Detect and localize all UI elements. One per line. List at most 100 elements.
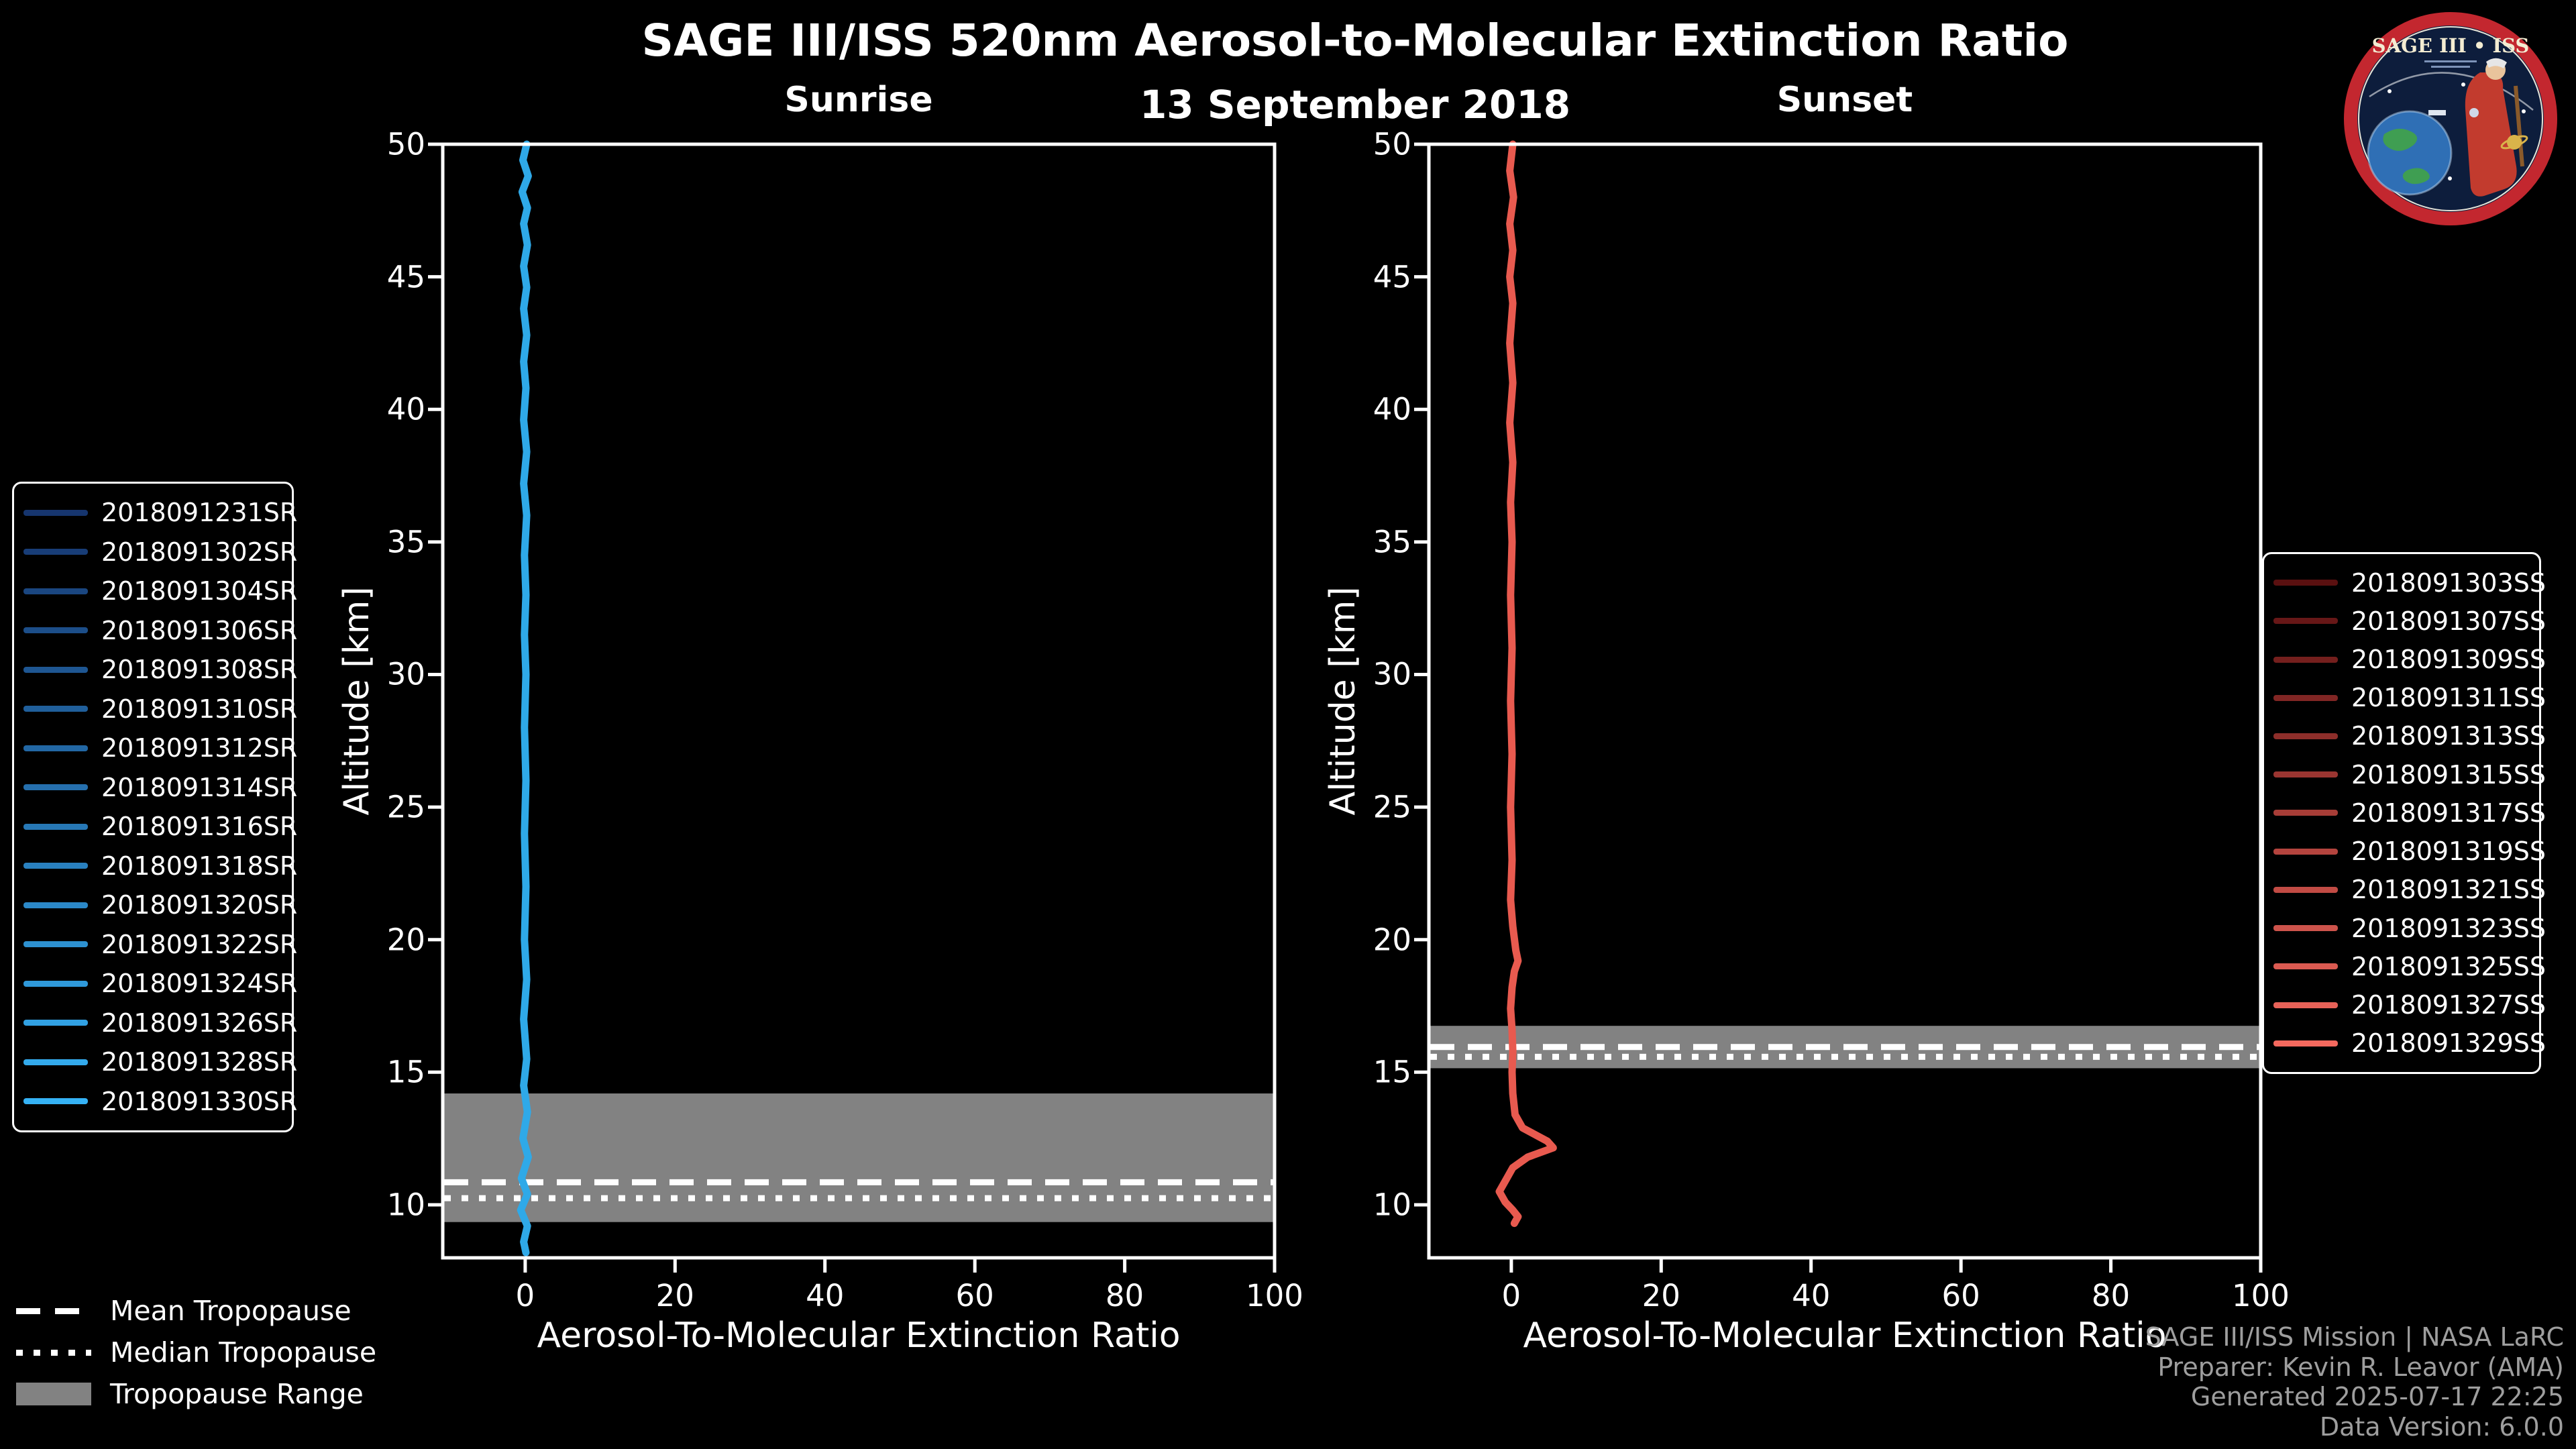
legend-event-label: 2018091310SR	[101, 694, 298, 724]
legend-event-label: 2018091321SS	[2351, 875, 2546, 905]
logo-staff	[2514, 85, 2524, 167]
sunrise-event-legend: 2018091231SR 2018091302SR 2018091304SR 2018…	[12, 482, 298, 1132]
sage-iss-logo: SAGE III • ISS	[2343, 11, 2559, 227]
legend-line-swatch	[2273, 810, 2338, 816]
figure-date: 13 September 2018	[1139, 82, 1571, 127]
sage-iss-logo-art: SAGE III • ISS	[2344, 12, 2557, 225]
y-tick-label: 20	[1373, 922, 1411, 958]
sunset-plot-svg	[1414, 140, 2263, 1273]
panel-title-sunrise: Sunrise	[784, 80, 933, 120]
legend-line-swatch	[23, 980, 88, 987]
legend-line-swatch	[2273, 1002, 2338, 1008]
logo-star	[2448, 176, 2452, 180]
legend-line-swatch	[23, 1059, 88, 1065]
logo-title: SAGE III • ISS	[2372, 34, 2530, 57]
logo-sage-figure	[2465, 72, 2517, 197]
y-tick-label: 30	[1373, 656, 1411, 692]
legend-item: 2018091326SR	[23, 1008, 297, 1038]
legend-item: 2018091330SR	[23, 1087, 297, 1116]
tropopause-dashed-sample	[16, 1307, 91, 1314]
logo-earth-continent	[2402, 168, 2430, 184]
legend-line-swatch	[23, 745, 88, 751]
x-tick-label: 0	[515, 1278, 535, 1313]
logo-subtext-line	[2431, 66, 2470, 68]
legend-line-swatch	[2273, 848, 2338, 855]
legend-line-swatch	[2273, 618, 2338, 625]
tropopause-legend-item: Mean Tropopause	[16, 1295, 376, 1327]
legend-item: 2018091325SS	[2273, 952, 2546, 981]
y-axis-label: Altitude [km]	[1323, 586, 1363, 816]
tropopause-band-sample	[16, 1383, 91, 1405]
legend-line-swatch	[23, 941, 88, 948]
extinction-profile-line	[1495, 140, 1557, 1228]
legend-line-swatch	[2273, 925, 2338, 932]
logo-star	[2387, 89, 2392, 93]
legend-line-swatch	[2273, 733, 2338, 739]
legend-event-label: 2018091315SS	[2351, 759, 2546, 790]
legend-event-label: 2018091328SR	[101, 1047, 298, 1077]
legend-line-swatch	[2273, 580, 2338, 586]
logo-orbit-line	[2369, 72, 2534, 111]
logo-star	[2522, 109, 2526, 113]
sunrise-plot-svg	[428, 140, 1277, 1273]
legend-item: 2018091313SS	[2273, 721, 2546, 751]
legend-item: 2018091319SS	[2273, 837, 2546, 866]
logo-figure-hair	[2486, 58, 2507, 68]
tropopause-legend-label: Median Tropopause	[110, 1336, 377, 1368]
legend-event-label: 2018091326SR	[101, 1008, 298, 1038]
plot-area-sunset: Sunset Altitude [km] Aerosol-To-Molecula…	[1323, 80, 2290, 1356]
legend-event-label: 2018091231SR	[101, 498, 298, 528]
logo-earth-atmosphere	[2367, 110, 2453, 196]
legend-item: 2018091321SS	[2273, 875, 2546, 904]
logo-star	[2461, 83, 2465, 87]
legend-event-label: 2018091329SS	[2351, 1028, 2546, 1059]
legend-event-label: 2018091320SR	[101, 890, 298, 920]
legend-event-label: 2018091302SR	[101, 537, 298, 567]
legend-item: 2018091314SR	[23, 773, 297, 802]
legend-item: 2018091311SS	[2273, 683, 2546, 712]
legend-event-label: 2018091311SS	[2351, 683, 2546, 713]
plot-frame	[441, 142, 1277, 1260]
tropopause-legend: Mean Tropopause Median Tropopause Tropopau…	[16, 1295, 376, 1410]
y-tick-label: 35	[1373, 524, 1411, 560]
legend-item: 2018091324SR	[23, 969, 297, 998]
legend-item: 2018091309SS	[2273, 645, 2546, 674]
legend-item: 2018091315SS	[2273, 760, 2546, 790]
tropopause-range-band	[443, 1093, 1274, 1222]
credit-line: SAGE III/ISS Mission | NASA LaRC	[2145, 1322, 2564, 1352]
x-axis-label: Aerosol-To-Molecular Extinction Ratio	[1523, 1316, 2167, 1356]
y-tick-label: 40	[1373, 391, 1411, 427]
y-tick-label: 25	[1373, 789, 1411, 825]
legend-line-swatch	[23, 706, 88, 712]
legend-line-swatch	[23, 902, 88, 908]
x-tick-label: 0	[1501, 1278, 1521, 1313]
logo-inner-ring	[2358, 26, 2543, 211]
legend-item: 2018091306SR	[23, 616, 297, 645]
logo-iss	[2428, 110, 2446, 115]
legend-item: 2018091328SR	[23, 1047, 297, 1077]
y-tick-label: 45	[386, 259, 425, 295]
legend-item: 2018091303SS	[2273, 568, 2546, 598]
legend-item: 2018091323SS	[2273, 914, 2546, 943]
x-tick-label: 80	[2091, 1278, 2131, 1313]
credit-line: Preparer: Kevin R. Leavor (AMA)	[2157, 1352, 2564, 1382]
y-tick-label: 45	[1373, 259, 1411, 295]
legend-event-label: 2018091306SR	[101, 615, 298, 645]
legend-event-label: 2018091317SS	[2351, 798, 2546, 828]
x-tick-label: 20	[1642, 1278, 1680, 1313]
legend-event-label: 2018091308SR	[101, 655, 298, 685]
x-tick-label: 20	[655, 1278, 694, 1313]
legend-line-swatch	[2273, 963, 2338, 970]
legend-event-label: 2018091325SS	[2351, 951, 2546, 981]
y-tick-label: 30	[386, 656, 425, 692]
legend-line-swatch	[23, 627, 88, 634]
sunset-event-legend: 2018091303SS 2018091307SS 2018091309SS 2018…	[2262, 552, 2546, 1074]
legend-item: 2018091327SS	[2273, 990, 2546, 1020]
legend-line-swatch	[23, 666, 88, 673]
legend-line-swatch	[2273, 886, 2338, 893]
extinction-profile-line	[517, 140, 532, 1256]
logo-subtext-line	[2424, 60, 2477, 62]
tropopause-dotted-sample	[16, 1349, 91, 1356]
legend-event-label: 2018091313SS	[2351, 721, 2546, 751]
